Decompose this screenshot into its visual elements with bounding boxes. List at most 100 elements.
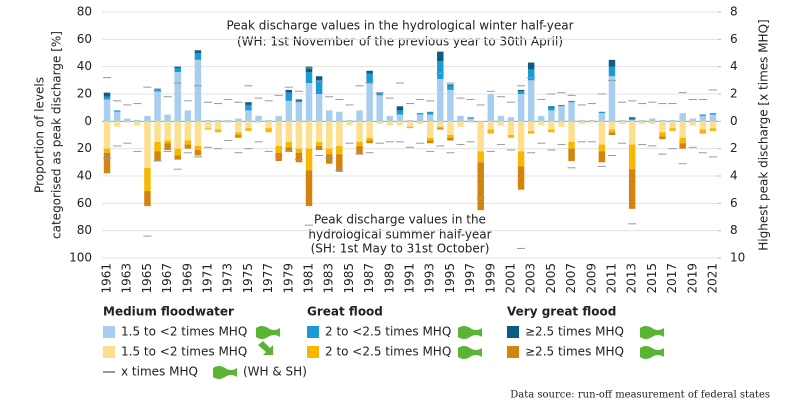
y2-tick-label: 4 <box>730 169 738 183</box>
bar-segment <box>235 132 242 135</box>
bar-segment <box>517 91 525 94</box>
bar-segment <box>507 121 515 135</box>
bar-segment <box>709 114 717 122</box>
legend-group: Very great flood <box>507 305 616 319</box>
x-tick-label: 2009 <box>584 263 598 294</box>
bar-segment <box>477 162 484 211</box>
bar-segment <box>154 151 161 161</box>
bar-segment <box>103 92 111 97</box>
x-tick-label: 1989 <box>382 263 396 294</box>
bar-segment <box>305 83 313 122</box>
trend-icon <box>640 326 664 339</box>
legend-label: x times MHQ <box>121 365 198 379</box>
y2-tick-label: 6 <box>730 196 738 210</box>
bar-segment <box>568 141 575 149</box>
bar-segment <box>437 78 444 122</box>
bar-segment <box>699 114 707 116</box>
bar-segment <box>507 135 515 138</box>
bar-segment <box>639 121 646 125</box>
y2-tick-label: 2 <box>730 87 738 101</box>
legend-label: 1.5 to <2 times MHQ <box>121 345 247 359</box>
bar-segment <box>396 110 404 115</box>
bar-segment <box>659 119 666 122</box>
bar-segment <box>275 115 282 122</box>
x-tick-label: 2007 <box>564 263 578 294</box>
bar-segment <box>113 111 121 122</box>
bar-segment <box>376 92 383 96</box>
y-tick-label: 0 <box>84 114 92 128</box>
bar-segment <box>235 135 242 138</box>
bar-segment <box>709 113 717 115</box>
bar-segment <box>336 111 343 122</box>
bar-segment <box>487 129 495 134</box>
y2-tick-label: 4 <box>730 59 738 73</box>
bar-segment <box>679 137 686 144</box>
bar-segment <box>356 110 363 122</box>
bar-segment <box>174 66 181 69</box>
bar-segment <box>124 121 131 123</box>
bar-segment <box>255 121 262 123</box>
bar-segment <box>527 121 535 131</box>
legend-swatch <box>103 346 115 358</box>
bar-segment <box>517 166 525 190</box>
bar-segment <box>538 121 545 126</box>
bar-segment <box>336 145 343 155</box>
bar-segment <box>194 150 202 156</box>
bar-segment <box>265 119 272 122</box>
y-axis-title: Proportion of levels <box>33 77 47 193</box>
bar-segment <box>295 99 303 101</box>
annotation: hydrological summer half-year <box>308 228 491 242</box>
bar-segment <box>245 121 252 129</box>
y-tick-label: 100 <box>69 251 92 265</box>
x-tick-label: 1985 <box>342 263 356 294</box>
bar-segment <box>447 89 454 122</box>
bar-segment <box>608 121 616 130</box>
bar-segment <box>568 148 575 161</box>
bar-segment <box>325 148 333 155</box>
bar-segment <box>386 115 394 122</box>
bar-segment <box>447 137 454 141</box>
bar-segment <box>628 117 636 119</box>
bar-segment <box>467 121 474 123</box>
bar-segment <box>709 121 717 129</box>
bar-segment <box>517 151 525 167</box>
bar-segment <box>406 121 414 127</box>
bar-segment <box>659 136 666 140</box>
bar-segment <box>275 121 282 146</box>
bar-segment <box>245 110 252 122</box>
bar-segment <box>315 94 323 122</box>
bar-segment <box>497 115 505 122</box>
bar-segment <box>699 115 707 122</box>
bar-segment <box>396 114 404 122</box>
bar-segment <box>325 110 333 122</box>
bar-segment <box>174 155 181 160</box>
bar-segment <box>295 100 303 103</box>
bar-segment <box>194 53 202 60</box>
x-tick-label: 1961 <box>100 263 114 294</box>
bar-segment <box>679 121 686 138</box>
bar-segment <box>457 121 464 127</box>
x-tick-label: 2017 <box>665 263 679 294</box>
bar-segment <box>669 119 676 122</box>
bar-segment <box>447 135 454 138</box>
bar-segment <box>144 121 151 168</box>
annotation: (SH: 1st May to 31st October) <box>311 242 490 256</box>
bar-segment <box>134 119 141 122</box>
bar-segment <box>285 92 293 101</box>
legend-label: 2 to <2.5 times MHQ <box>325 345 451 359</box>
bar-segment <box>204 121 212 129</box>
bar-segment <box>265 121 272 129</box>
bar-segment <box>639 119 646 122</box>
trend-icon <box>458 346 482 359</box>
bar-segment <box>103 148 111 153</box>
x-tick-label: 1971 <box>201 263 215 294</box>
trend-icon <box>258 341 273 355</box>
bar-segment <box>598 144 606 152</box>
bar-segment <box>174 68 181 73</box>
y2-tick-label: 10 <box>730 251 745 265</box>
bar-segment <box>477 151 484 163</box>
bar-segment <box>699 129 707 134</box>
bar-segment <box>144 115 151 122</box>
bar-segment <box>366 70 373 74</box>
